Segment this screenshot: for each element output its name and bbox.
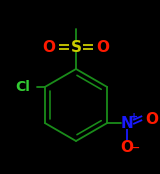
Text: O: O [121, 140, 134, 156]
Text: O: O [96, 39, 109, 54]
Text: O: O [43, 39, 56, 54]
Text: −: − [131, 143, 140, 153]
Text: +: + [130, 112, 138, 122]
Text: N: N [121, 116, 134, 130]
Text: O: O [146, 112, 159, 126]
Text: S: S [71, 39, 81, 54]
Text: Cl: Cl [15, 80, 30, 94]
